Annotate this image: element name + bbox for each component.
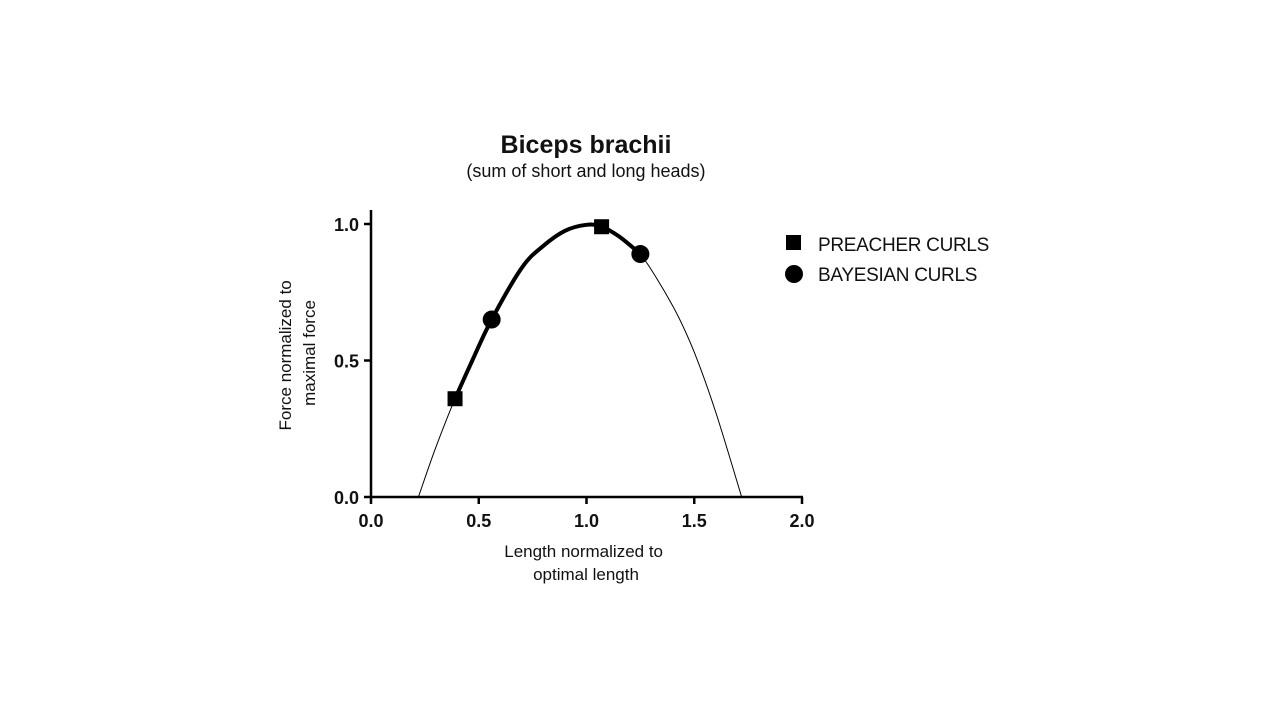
chart-title: Biceps brachii: [501, 131, 672, 159]
y-axis-label-line-1: Force normalized to: [276, 280, 295, 430]
legend: PREACHER CURLS BAYESIAN CURLS: [785, 235, 989, 286]
x-axis-label: Length normalized to optimal length: [504, 542, 668, 584]
x-tick-label: 1.5: [682, 511, 707, 531]
x-tick-label: 0.0: [358, 511, 383, 531]
legend-label-preacher-curls: PREACHER CURLS: [818, 235, 989, 256]
y-tick-label: 0.0: [334, 488, 359, 508]
y-tick-label: 1.0: [334, 215, 359, 235]
bayesian-curls-marker-0: [482, 310, 501, 329]
x-axis-ticks: 0.0 0.5 1.0 1.5 2.0: [358, 497, 815, 531]
x-tick-label: 0.5: [466, 511, 491, 531]
chart-subtitle: (sum of short and long heads): [466, 161, 705, 181]
x-tick-label: 2.0: [789, 511, 814, 531]
y-tick-label: 0.5: [334, 352, 359, 372]
x-axis-label-line-1: Length normalized to: [504, 542, 663, 561]
plot-area: [417, 219, 743, 498]
legend-item-bayesian-curls: BAYESIAN CURLS: [785, 265, 977, 286]
bayesian-curls-marker-1: [631, 245, 650, 264]
curve-highlight: [453, 222, 643, 401]
x-axis-label-line-2: optimal length: [533, 565, 639, 584]
y-axis-label: Force normalized to maximal force: [276, 276, 319, 431]
legend-label-bayesian-curls: BAYESIAN CURLS: [818, 265, 977, 286]
legend-circle-marker: [785, 265, 803, 283]
preacher-curls-marker-0: [447, 391, 463, 407]
markers: [447, 219, 650, 407]
preacher-curls-marker-1: [594, 219, 610, 235]
y-axis-label-line-2: maximal force: [300, 300, 319, 406]
curve-thin: [417, 224, 743, 498]
legend-item-preacher-curls: PREACHER CURLS: [786, 235, 989, 256]
y-axis-ticks: 0.0 0.5 1.0: [334, 215, 371, 508]
legend-square-marker: [786, 235, 801, 250]
x-tick-label: 1.0: [574, 511, 599, 531]
